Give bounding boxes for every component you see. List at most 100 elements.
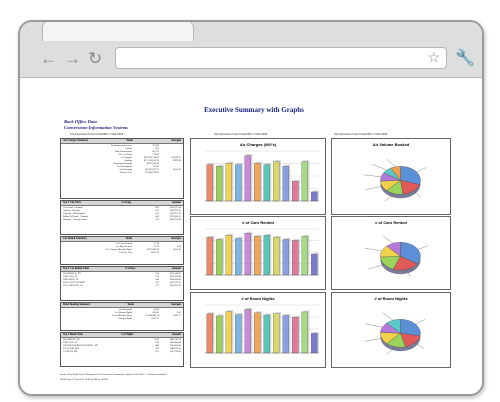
bar — [216, 166, 223, 202]
table-cell: Lost Savings — [119, 168, 132, 171]
report-page: Executive Summary with Graphs Back Offic… — [34, 86, 474, 391]
bar — [244, 233, 251, 276]
table-row: Lost Savings $2,959,873.21 $335.26 — [61, 168, 183, 171]
air-volume-pie-chart: Air Volume Booked — [331, 138, 451, 215]
table-cell: $1,380,789.85 — [145, 171, 159, 174]
table-cell — [159, 251, 181, 254]
bar — [263, 235, 270, 276]
table-cell: Credits — [125, 147, 132, 150]
table-cell: $59,839.49 — [170, 275, 181, 278]
table-cell: 556 — [155, 272, 159, 275]
cars-rented-pie-title: # of Cars Rented — [375, 220, 407, 225]
table-header-cell: Car Rental Summary — [63, 237, 87, 240]
bar — [206, 164, 213, 202]
bar — [263, 314, 270, 354]
bar — [216, 239, 223, 276]
table-cell: $17,190,612.78 — [144, 159, 159, 162]
room-nights-bar-chart: # of Room Nights — [190, 292, 326, 368]
table-row: LOS ANGELES, CA 271 $33,937.59 — [61, 284, 183, 287]
table-cell: $88,536.74 — [170, 338, 181, 341]
table-row: Credits 835 — [61, 147, 183, 150]
table-header-cell: # of Nights — [121, 333, 134, 336]
table-cell: $73,666.62 — [170, 215, 181, 218]
table-row: Air Charges $26,636,724.95 $1,699.71 — [61, 156, 183, 159]
pie-leader-line — [382, 312, 394, 321]
table-cell: CHICAGO, IL — [63, 341, 78, 344]
reload-icon[interactable]: ↻ — [88, 49, 103, 68]
bar — [206, 313, 213, 354]
table-cell: $112.77 — [173, 314, 181, 317]
table-cell: 374 — [155, 275, 159, 278]
table-row: Savings $17,190,612.78 $979.20 — [61, 159, 183, 162]
table-cell: FRANKLIN, TN — [63, 338, 80, 341]
pie-leader-line — [406, 269, 411, 278]
table-row: Cleveland - Orlando 823 $78,237.24 — [61, 206, 183, 209]
table-cell: 574 — [155, 218, 159, 221]
air-charges-chart-title: Air Charges (000's) — [239, 142, 277, 147]
back-arrow-icon[interactable]: ← — [40, 49, 57, 68]
pie-slice — [400, 166, 421, 185]
bar — [235, 238, 242, 276]
table-header-cell: Air Charges Summary — [63, 139, 89, 142]
page-content: Executive Summary with Graphs Back Offic… — [20, 78, 482, 394]
table-header: Top 5 City Pairs # of Segs Amount — [61, 201, 183, 206]
table-cell: $979.20 — [173, 159, 181, 162]
table-header-cell: # of Days — [125, 267, 136, 270]
table-header-cell: Top 5 Car Rental Cities — [63, 267, 90, 270]
table-header-cell: Hotel Booking Summary — [63, 303, 91, 306]
table-cell: Net # of Trips — [118, 153, 132, 156]
bar — [311, 333, 318, 354]
table-cell: GRAND RAPIDS/WYOMING, MI — [63, 344, 98, 347]
pie-leader-line — [372, 164, 387, 171]
table-header-cell: Totals — [126, 139, 133, 142]
table-cell: $1,204,984.14 — [145, 314, 159, 317]
table-cell: 11,297 — [152, 165, 160, 168]
footer-line-1: Produced by iBank Travel Management & Co… — [60, 373, 167, 376]
table-header-cell: Averages — [170, 303, 181, 306]
pie-leader-line — [364, 247, 382, 252]
browser-tab[interactable] — [42, 22, 194, 41]
table-row: CANTON, MI 251 $22,978.06 — [61, 350, 183, 353]
table-cell: DALLAS/FT WORTH — [63, 281, 86, 284]
table-cell: 251 — [155, 350, 159, 353]
report-subtitle-1: Back Office Data — [64, 119, 97, 124]
bookmark-star-icon[interactable]: ☆ — [427, 49, 440, 65]
table-cell: $26,636,724.95 — [144, 156, 159, 159]
table-cell: $30,206.84 — [170, 341, 181, 344]
table-row: Service Fees $1,380,789.85 — [61, 171, 183, 174]
table-header: Top 5 Car Rental Cities # of Days Amount — [61, 267, 183, 272]
wrench-icon[interactable]: 🔧 — [455, 50, 475, 67]
bar — [292, 317, 299, 354]
table-cell: $59,957.62 — [170, 212, 181, 215]
table-cell: 835 — [155, 147, 159, 150]
table-header-cell: Top 5 Hotel Cities — [63, 333, 83, 336]
table-row: Cost per Night $112.77 — [61, 317, 183, 320]
table-header-cell: Averages — [170, 237, 181, 240]
table-row: Net # of Trips 17,087 — [61, 153, 183, 156]
bar — [282, 239, 289, 276]
table-cell: Transactions/Invoices — [111, 144, 132, 147]
table-cell: 4,034 — [153, 308, 159, 311]
cars-rented-bar-chart: # of Cars Rented — [190, 216, 326, 290]
table-cell: ST. LOUIS, MO — [63, 347, 79, 350]
table-header-cell: Amount — [171, 267, 181, 270]
air-volume-chart-title: Air Volume Booked — [372, 142, 410, 147]
table-header-cell: Amount — [171, 201, 181, 204]
room-nights-bar-svg — [205, 304, 319, 354]
cars-rented-pie-chart: # of Cars Rented — [331, 216, 451, 290]
address-bar[interactable]: ☆ — [115, 47, 447, 69]
bar — [235, 314, 242, 354]
table-header: Hotel Booking Summary Totals Averages — [61, 303, 183, 308]
forward-arrow-icon[interactable]: → — [64, 49, 81, 68]
table-cell: Negotiated Savings — [113, 162, 132, 165]
table-row: Negotiated Savings $325,243.62 — [61, 162, 183, 165]
table-cell — [159, 317, 181, 320]
bar — [282, 166, 289, 202]
pie-leader-line — [386, 346, 396, 355]
table-cell: LOS ANGELES, CA — [63, 284, 84, 287]
table-row: Total Transactions 60,273 — [61, 150, 183, 153]
table-cell: $1,699.71 — [171, 156, 181, 159]
pie-slice — [400, 319, 421, 337]
column-header-1: Trip Departures from 01Jan2008 to 31Dec2… — [70, 133, 124, 136]
table-cell: 271 — [155, 284, 159, 287]
